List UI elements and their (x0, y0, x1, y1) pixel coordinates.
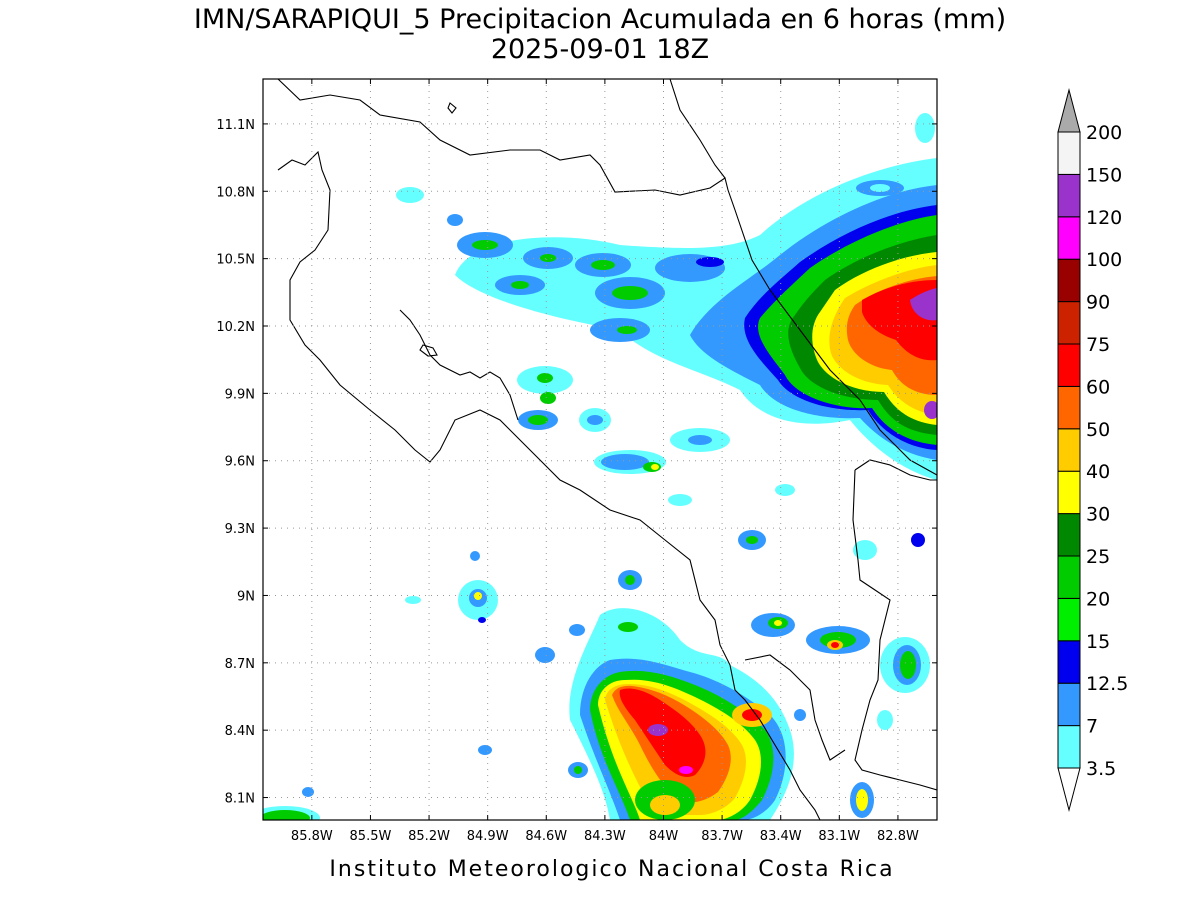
colorbar-level-label: 50 (1086, 419, 1110, 441)
colorbar-level-label: 60 (1086, 376, 1110, 398)
colorbar-level-label: 12.5 (1086, 673, 1128, 695)
lon-tick-label: 85.2W (408, 829, 450, 844)
colorbar-swatch (1057, 640, 1081, 684)
colorbar-over-arrow (1057, 88, 1081, 133)
map-subtitle-datetime: 2025-09-01 18Z (491, 34, 709, 65)
colorbar: 3.5 7 12.5 15 20 25 30 40 50 60 75 90 100 120 150 200 (1057, 88, 1128, 812)
colorbar-swatch (1057, 428, 1081, 472)
colorbar-swatch (1057, 258, 1081, 303)
lon-tick-label: 83.4W (760, 829, 802, 844)
rain-band-southeast (751, 533, 930, 818)
colorbar-swatch (1057, 513, 1081, 557)
colorbar-swatch (1057, 173, 1081, 218)
latitude-axis: 11.1N 10.8N 10.5N 10.2N 9.9N 9.6N 9.3N 9N 8.7N 8.… (216, 118, 937, 807)
rain-band-northeast (455, 158, 937, 480)
colorbar-level-label: 30 (1086, 504, 1110, 526)
colorbar-level-label: 100 (1086, 249, 1122, 271)
lat-tick-label: 10.5N (216, 253, 255, 268)
colorbar-swatch (1057, 682, 1081, 727)
lat-tick-label: 8.7N (225, 657, 255, 672)
rain-band-central (396, 187, 725, 432)
colorbar-swatch (1057, 131, 1081, 175)
lat-tick-label: 10.8N (216, 185, 255, 200)
lat-tick-label: 10.2N (216, 320, 255, 335)
lat-tick-label: 8.4N (225, 724, 255, 739)
map-gridlines (263, 79, 937, 820)
longitude-axis: 85.8W 85.5W 85.2W 84.9W 84.6W 84.3W 84W 83.7W 83… (291, 79, 919, 844)
lat-tick-label: 8.1N (225, 792, 255, 807)
footer-credit: Instituto Meteorologico Nacional Costa R… (329, 857, 894, 882)
lat-tick-label: 11.1N (216, 118, 255, 133)
colorbar-under-arrow (1057, 767, 1081, 812)
lon-tick-label: 85.8W (291, 829, 333, 844)
lon-tick-label: 84W (649, 829, 679, 844)
colorbar-level-label: 90 (1086, 292, 1110, 314)
lon-tick-label: 82.8W (877, 829, 919, 844)
colorbar-swatch (1057, 555, 1081, 599)
map-frame (262, 78, 938, 821)
colorbar-swatch (1057, 725, 1081, 769)
colorbar-level-label: 3.5 (1086, 758, 1116, 780)
lon-tick-label: 85.5W (350, 829, 392, 844)
rain-band-caribbean-coast (594, 428, 795, 550)
lon-tick-label: 83.7W (701, 829, 743, 844)
lat-tick-label: 9.9N (225, 387, 255, 402)
colorbar-level-label: 40 (1086, 461, 1110, 483)
colorbar-swatch (1057, 301, 1081, 345)
map-title: IMN/SARAPIQUI_5 Precipitacion Acumulada … (194, 4, 1006, 35)
colorbar-level-label: 120 (1086, 207, 1122, 229)
lon-tick-label: 84.9W (467, 829, 509, 844)
rain-band-south-pacific (568, 570, 794, 820)
colorbar-level-label: 25 (1086, 546, 1110, 568)
colorbar-swatch (1057, 216, 1081, 260)
lon-tick-label: 84.3W (584, 829, 626, 844)
colorbar-swatch (1057, 597, 1081, 642)
colorbar-level-label: 200 (1086, 122, 1122, 144)
lon-tick-label: 83.1W (818, 829, 860, 844)
colorbar-swatch (1057, 343, 1081, 387)
colorbar-swatch (1057, 470, 1081, 515)
lat-tick-label: 9N (237, 589, 255, 604)
colorbar-level-label: 7 (1086, 716, 1098, 738)
colorbar-level-label: 15 (1086, 631, 1110, 653)
precipitation-field (263, 113, 937, 820)
colorbar-level-label: 75 (1086, 334, 1110, 356)
colorbar-level-label: 150 (1086, 164, 1122, 186)
lon-tick-label: 84.6W (525, 829, 567, 844)
colorbar-swatch (1057, 385, 1081, 430)
lat-tick-label: 9.3N (225, 522, 255, 537)
colorbar-level-label: 20 (1086, 588, 1110, 610)
lat-tick-label: 9.6N (225, 455, 255, 470)
rain-band-west (263, 113, 935, 820)
